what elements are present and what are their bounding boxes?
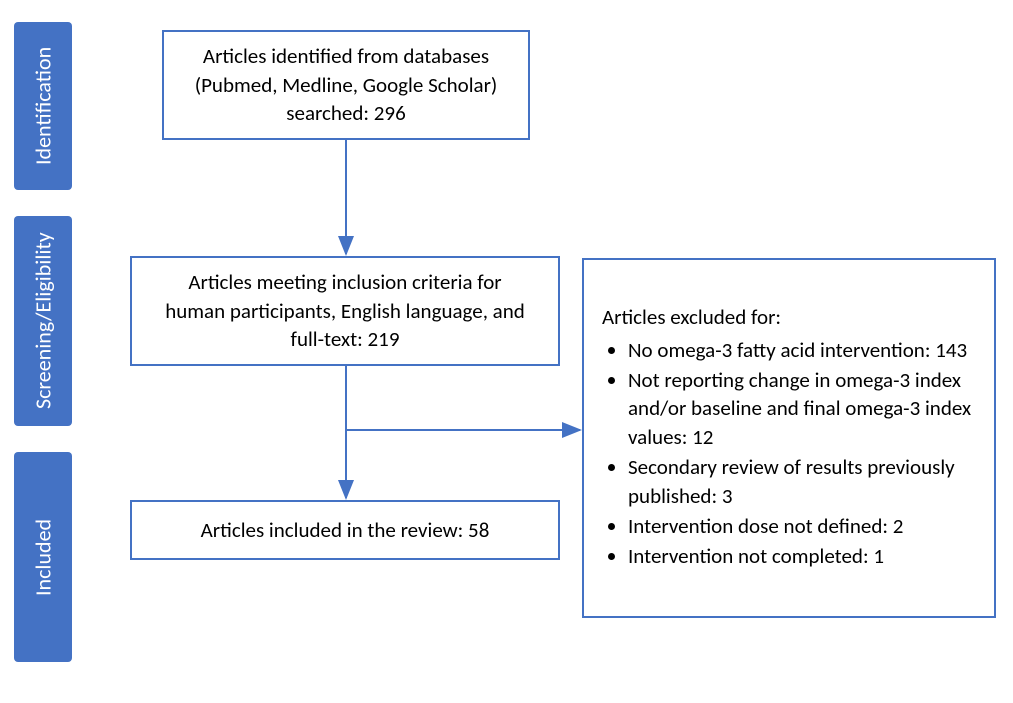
excluded-list: No omega-3 fatty acid intervention: 143 …: [602, 336, 976, 573]
text-line: human participants, English language, an…: [165, 297, 525, 325]
stage-included: Included: [14, 452, 72, 662]
stage-label-text: Identification: [30, 47, 57, 165]
list-item: Intervention dose not defined: 2: [628, 512, 976, 540]
text-line: (Pubmed, Medline, Google Scholar): [195, 71, 498, 99]
box-identified: Articles identified from databases (Pubm…: [162, 30, 530, 140]
text-line: Articles included in the review: 58: [201, 516, 490, 544]
list-item: Secondary review of results previously p…: [628, 453, 976, 510]
stage-identification: Identification: [14, 22, 72, 190]
list-item: Intervention not completed: 1: [628, 542, 976, 570]
stage-label-text: Included: [30, 518, 57, 595]
text-line: full-text: 219: [291, 325, 400, 353]
text-line: Articles identified from databases: [203, 42, 489, 70]
stage-label-text: Screening/Eligibility: [30, 233, 57, 410]
list-item: Not reporting change in omega-3 index an…: [628, 366, 976, 451]
stage-screening: Screening/Eligibility: [14, 216, 72, 426]
box-excluded: Articles excluded for: No omega-3 fatty …: [582, 258, 996, 618]
text-line: Articles meeting inclusion criteria for: [188, 268, 501, 296]
box-screened: Articles meeting inclusion criteria for …: [130, 256, 560, 366]
text-line: searched: 296: [286, 99, 405, 127]
list-item: No omega-3 fatty acid intervention: 143: [628, 336, 976, 364]
box-included: Articles included in the review: 58: [130, 500, 560, 560]
excluded-title: Articles excluded for:: [602, 303, 976, 331]
